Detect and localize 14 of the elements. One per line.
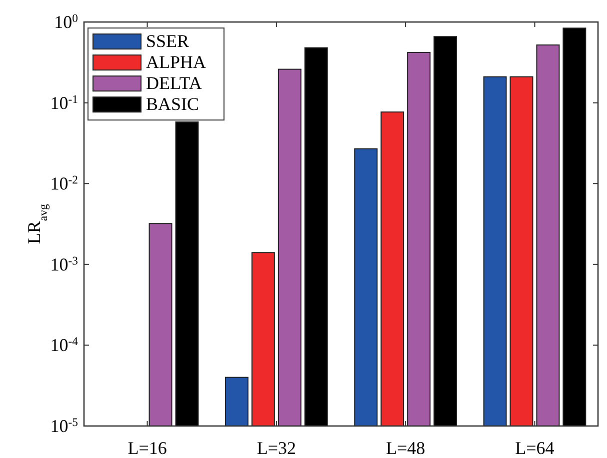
legend-label: ALPHA [146, 52, 206, 72]
x-tick-label: L=48 [386, 438, 426, 458]
x-tick-label: L=32 [256, 438, 296, 458]
y-tick-label: 10$^{-1}$ [50, 92, 78, 113]
legend-label: DELTA [146, 73, 202, 93]
legend-label: SSER [146, 31, 190, 51]
x-tick-label: L=64 [515, 438, 554, 458]
y-tick-label: 10$^{-4}$ [50, 334, 78, 356]
y-tick-label: 10$^{-5}$ [50, 416, 78, 436]
y-tick-label: 10$^{-3}$ [50, 254, 78, 274]
y-tick-label: 10$^{0}$ [54, 12, 78, 32]
legend-label: BASIC [146, 94, 200, 114]
y-tick-label: 10$^{-2}$ [50, 173, 78, 194]
x-tick-label: L=16 [128, 438, 167, 458]
